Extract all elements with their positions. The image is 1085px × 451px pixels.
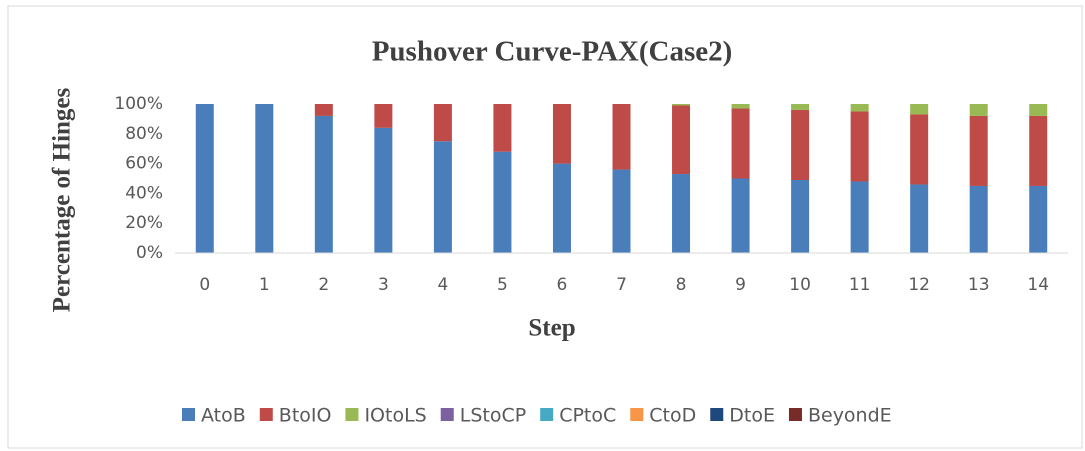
legend-swatch	[182, 408, 195, 421]
bar-segment	[612, 104, 631, 170]
bar-segment	[672, 105, 691, 175]
y-tick-label: 60%	[125, 154, 163, 174]
legend-label: CPtoC	[559, 405, 616, 427]
bar-segment	[672, 174, 691, 253]
y-tick-label: 80%	[125, 124, 163, 144]
x-tick-label: 5	[497, 275, 508, 295]
x-tick-label: 13	[968, 275, 990, 295]
bar-segment	[612, 169, 631, 253]
x-tick-label: 7	[616, 275, 627, 295]
legend-swatch	[345, 408, 359, 421]
y-tick-label: 20%	[125, 213, 163, 233]
bar-segment	[791, 109, 810, 180]
bar-segment	[910, 114, 929, 185]
x-tick-label: 4	[437, 275, 448, 295]
bar-segment	[552, 104, 571, 164]
y-tick-label: 0%	[136, 243, 163, 263]
bar-segment	[672, 104, 691, 106]
legend-swatch	[788, 408, 802, 421]
bar-segment	[910, 104, 929, 115]
x-tick-label: 14	[1027, 275, 1049, 295]
x-tick-label: 3	[378, 275, 389, 295]
bar-segment	[374, 127, 393, 253]
bar-segment	[1029, 104, 1048, 116]
bar-segment	[731, 178, 750, 253]
legend-label: BeyondE	[808, 405, 892, 427]
bar-segment	[969, 104, 988, 116]
bar-segment	[850, 104, 869, 112]
legend-swatch	[259, 408, 273, 421]
bar-segment	[374, 104, 393, 128]
legend-label: IOtoLS	[364, 405, 426, 427]
bar-segment	[493, 104, 512, 152]
bar-segment	[1029, 115, 1048, 186]
bar-segment	[1029, 185, 1048, 253]
chart-title: Pushover Curve-PAX(Case2)	[372, 36, 733, 68]
x-tick-label: 11	[849, 275, 871, 295]
x-tick-label: 2	[318, 275, 329, 295]
bar-segment	[493, 151, 512, 253]
x-tick-label: 9	[735, 275, 746, 295]
legend-label: CtoD	[649, 405, 696, 427]
bar-segment	[195, 104, 214, 253]
bar-segment	[791, 179, 810, 253]
bar-segment	[969, 185, 988, 253]
x-tick-label: 1	[259, 275, 270, 295]
y-axis-label: Percentage of Hinges	[49, 87, 76, 312]
legend-label: AtoB	[201, 405, 246, 427]
x-tick-label: 6	[557, 275, 568, 295]
bar-segment	[255, 104, 274, 253]
x-tick-label: 8	[676, 275, 687, 295]
bar-segment	[314, 115, 333, 253]
legend-label: BtoIO	[279, 405, 332, 427]
legend-swatch	[440, 408, 454, 421]
bar-segment	[433, 141, 452, 253]
bar-segment	[314, 104, 333, 116]
legend-label: DtoE	[729, 405, 775, 427]
bar-segment	[850, 111, 869, 182]
bar-segment	[433, 104, 452, 142]
bar-segment	[969, 115, 988, 186]
bar-segment	[850, 181, 869, 253]
bar-segment	[552, 163, 571, 253]
bar-segment	[731, 104, 750, 109]
legend-swatch	[710, 408, 724, 421]
x-tick-label: 10	[789, 275, 811, 295]
bar-segment	[791, 104, 810, 110]
bar-segment	[910, 184, 929, 253]
legend-swatch	[630, 408, 644, 421]
y-tick-label: 100%	[114, 94, 163, 114]
x-tick-label: 12	[908, 275, 930, 295]
bar-segment	[731, 108, 750, 179]
x-axis-label: Step	[528, 315, 575, 342]
y-tick-label: 40%	[125, 183, 163, 203]
chart-border	[7, 5, 1083, 449]
x-tick-label: 0	[199, 275, 210, 295]
legend-swatch	[540, 408, 554, 421]
legend-label: LStoCP	[460, 405, 526, 427]
